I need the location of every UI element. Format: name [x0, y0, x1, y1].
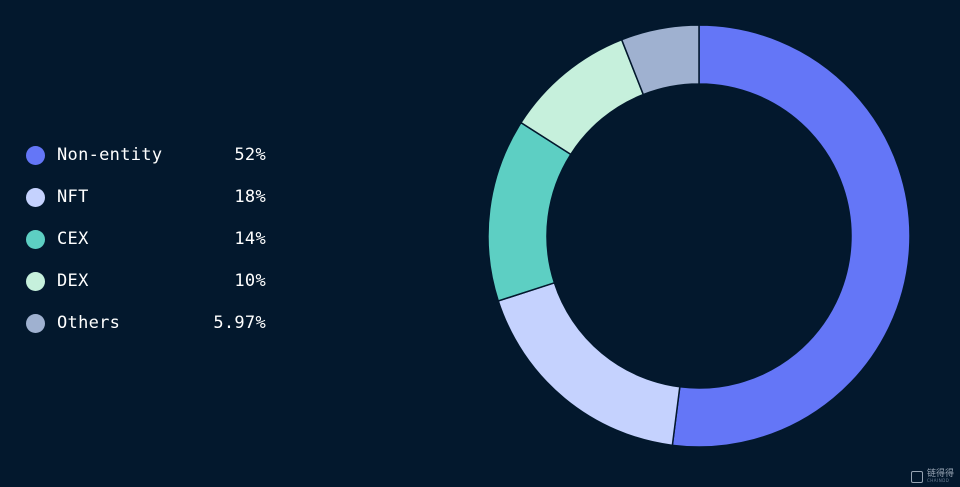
legend-swatch-others: [26, 313, 45, 333]
donut-slice-cex: [487, 121, 572, 302]
donut-slice-nft: [497, 281, 681, 447]
legend-item-dex: DEX 10%: [26, 260, 276, 302]
watermark: 链得得 CHAINDD: [910, 470, 954, 483]
legend-swatch-non-entity: [26, 145, 45, 165]
donut-slice-non-entity: [671, 24, 911, 448]
watermark-text: 链得得 CHAINDD: [927, 470, 954, 483]
legend-swatch-nft: [26, 187, 45, 207]
watermark-main: 链得得: [926, 469, 954, 479]
chaindd-logo-icon: [910, 470, 923, 483]
legend-item-nft: NFT 18%: [26, 176, 276, 218]
legend-label-non-entity: Non-entity: [57, 145, 163, 165]
legend-value-others: 5.97%: [213, 313, 266, 333]
legend-label-nft: NFT: [57, 187, 89, 207]
watermark-sub: CHAINDD: [926, 478, 950, 483]
legend-item-non-entity: Non-entity 52%: [26, 134, 276, 176]
legend-value-cex: 14%: [234, 229, 266, 249]
donut-slice-others: [620, 24, 700, 96]
legend-label-dex: DEX: [57, 271, 89, 291]
legend-label-others: Others: [57, 313, 121, 333]
legend-value-nft: 18%: [234, 187, 266, 207]
legend-swatch-dex: [26, 271, 45, 291]
legend-value-non-entity: 52%: [234, 145, 266, 165]
legend-swatch-cex: [26, 229, 45, 249]
chart-legend: Non-entity 52% NFT 18% CEX 14% DEX 10% O…: [26, 134, 276, 344]
legend-label-cex: CEX: [57, 229, 89, 249]
legend-value-dex: 10%: [234, 271, 266, 291]
legend-item-others: Others 5.97%: [26, 302, 276, 344]
legend-item-cex: CEX 14%: [26, 218, 276, 260]
